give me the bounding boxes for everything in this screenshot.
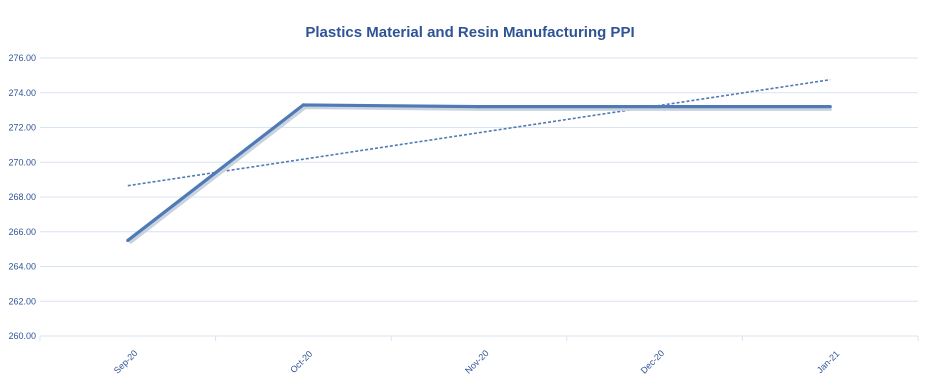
y-tick-label: 260.00 xyxy=(8,331,36,341)
x-tick-label: Dec-20 xyxy=(639,348,667,376)
series-line xyxy=(126,103,831,242)
y-tick-label: 274.00 xyxy=(8,88,36,98)
x-axis-ticks: Sep-20 Oct-20 Nov-20 Dec-20 Jan-21 xyxy=(112,348,841,376)
chart-title: Plastics Material and Resin Manufacturin… xyxy=(305,24,634,41)
grid-layer xyxy=(39,57,919,341)
data-point xyxy=(301,103,305,107)
y-tick-label: 266.00 xyxy=(8,227,36,237)
data-point xyxy=(477,105,481,109)
data-point xyxy=(126,238,130,243)
x-tick-label: Jan-21 xyxy=(815,349,842,376)
trendline xyxy=(127,78,831,187)
y-tick-label: 276.00 xyxy=(8,53,36,63)
data-point xyxy=(828,105,832,109)
x-tick-label: Sep-20 xyxy=(112,348,140,376)
x-tick-label: Nov-20 xyxy=(463,348,491,376)
y-tick-label: 268.00 xyxy=(8,192,36,202)
y-axis-ticks: 260.00 262.00 264.00 266.00 268.00 270.00 272.… xyxy=(8,53,36,341)
y-tick-label: 272.00 xyxy=(8,123,36,133)
series-line-shadow xyxy=(127,104,832,245)
trendline-layer xyxy=(127,78,831,187)
y-tick-label: 262.00 xyxy=(8,296,36,306)
series-layer xyxy=(126,103,832,245)
data-point xyxy=(653,105,657,109)
y-tick-label: 270.00 xyxy=(8,157,36,167)
y-tick-label: 264.00 xyxy=(8,262,36,272)
x-tick-label: Oct-20 xyxy=(288,349,314,375)
